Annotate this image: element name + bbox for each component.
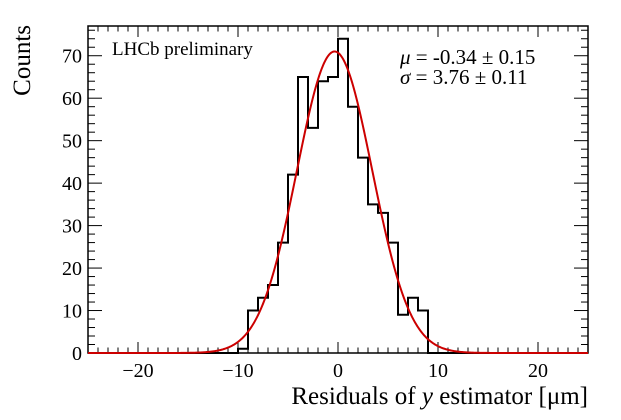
x-axis: −20 −10 0 10 20 xyxy=(87,26,589,382)
histogram-bin xyxy=(318,81,328,353)
mu-symbol: μ xyxy=(399,45,411,69)
histogram-bin xyxy=(328,77,338,353)
fit-sigma: σ = 3.76 ± 0.11 xyxy=(400,65,527,89)
x-axis-label-var: y xyxy=(419,383,434,410)
x-tick-label: 10 xyxy=(428,360,448,382)
histogram-series xyxy=(88,37,588,354)
sigma-symbol: σ xyxy=(400,65,412,89)
y-tick-label: 60 xyxy=(62,88,82,110)
histogram-bin xyxy=(298,77,308,353)
sigma-value: = 3.76 ± 0.11 xyxy=(410,65,527,89)
histogram-bin xyxy=(338,39,348,353)
y-tick-label: 70 xyxy=(62,46,82,68)
y-axis: 0 10 20 30 40 50 60 70 xyxy=(62,29,588,365)
y-tick-label: 40 xyxy=(62,173,82,195)
histogram-bin xyxy=(308,128,318,353)
y-tick-label: 0 xyxy=(72,343,82,365)
y-tick-label: 50 xyxy=(62,131,82,153)
histogram-outline xyxy=(88,37,588,354)
y-tick-label: 20 xyxy=(62,258,82,280)
histogram-bin xyxy=(348,107,358,353)
histogram-bin xyxy=(398,315,408,353)
y-tick-label: 10 xyxy=(62,301,82,323)
mu-value: = -0.34 ± 0.15 xyxy=(411,45,536,69)
histogram-bin xyxy=(268,285,278,353)
x-axis-label-suffix: estimator [μm] xyxy=(433,383,588,410)
histogram-bin xyxy=(368,204,378,353)
x-axis-label: Residuals of y estimator [μm] xyxy=(291,383,588,410)
gaussian-fit-curve xyxy=(88,50,588,354)
y-tick-label: 30 xyxy=(62,216,82,238)
gaussian-fit-series xyxy=(88,50,588,354)
histogram-bin xyxy=(418,311,428,353)
x-tick-label: −10 xyxy=(222,360,253,382)
histogram-bin xyxy=(238,349,248,353)
histogram-bin xyxy=(358,158,368,353)
y-axis-label: Counts xyxy=(9,25,36,96)
annotation-label: LHCb preliminary xyxy=(112,39,253,60)
x-tick-label: 0 xyxy=(333,360,343,382)
fit-mu: μ = -0.34 ± 0.15 xyxy=(399,45,535,69)
x-axis-label-prefix: Residuals of xyxy=(291,383,422,410)
histogram-bin xyxy=(278,243,288,353)
x-tick-label: −20 xyxy=(122,360,153,382)
x-tick-label: 20 xyxy=(528,360,548,382)
